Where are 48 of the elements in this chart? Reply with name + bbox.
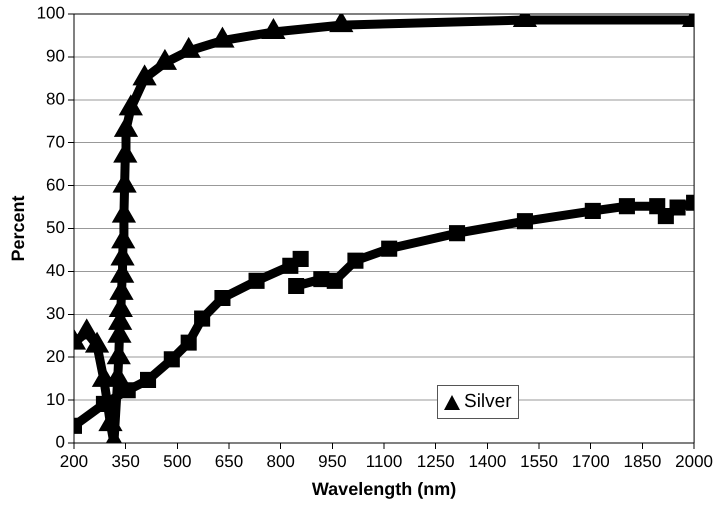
point (326, 272, 343, 289)
x-tick-label: 950 (318, 452, 347, 471)
point (180, 334, 197, 351)
point (584, 202, 601, 219)
point (347, 252, 364, 269)
x-tick-label: 1250 (416, 452, 455, 471)
x-tick-label: 650 (214, 452, 244, 471)
y-axis-title: Percent (8, 195, 28, 262)
y-tick-label: 30 (46, 304, 65, 323)
y-tick-label: 10 (46, 390, 65, 409)
y-tick-label: 0 (55, 432, 65, 452)
y-tick-label: 50 (46, 218, 65, 238)
y-tick-label: 90 (46, 46, 65, 66)
y-tick-label: 60 (46, 175, 65, 194)
point (140, 372, 156, 388)
point (282, 258, 298, 274)
x-tick-label: 1100 (366, 452, 402, 471)
legend-label: Silver (464, 390, 512, 414)
point (288, 278, 304, 294)
point (164, 351, 180, 368)
point (214, 290, 230, 306)
point (194, 310, 210, 327)
point (449, 225, 466, 242)
point (618, 198, 635, 214)
x-axis-title: Wavelength (nm) (312, 479, 456, 500)
point (658, 208, 674, 224)
x-tick-label: 1550 (520, 452, 558, 471)
point (248, 272, 265, 289)
y-tick-label: 20 (46, 346, 65, 366)
x-tick-label: 800 (266, 452, 295, 471)
point (670, 199, 686, 216)
x-tick-label: 2000 (675, 452, 714, 471)
y-tick-label: 40 (46, 261, 65, 280)
y-tick-label: 100 (36, 4, 65, 23)
y-tick-label: 70 (46, 132, 65, 152)
point (649, 198, 666, 214)
x-tick-label: 500 (163, 452, 192, 471)
point (381, 240, 398, 257)
x-tick-label: 200 (60, 452, 88, 471)
point (120, 382, 136, 398)
y-tick-label: 80 (46, 89, 65, 108)
x-tick-label: 1700 (572, 452, 610, 471)
x-tick-label: 350 (111, 452, 140, 471)
point (516, 213, 533, 230)
point (313, 271, 330, 288)
x-tick-label: 1400 (468, 452, 506, 471)
x-tick-label: 1850 (624, 452, 662, 471)
point (292, 250, 309, 267)
